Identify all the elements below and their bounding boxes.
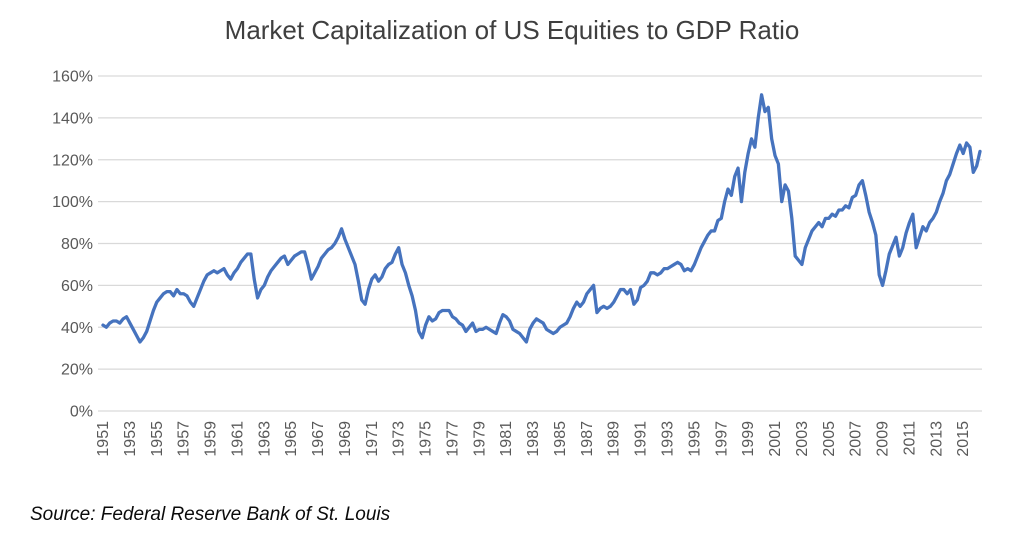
x-axis-tick-label: 2005 xyxy=(821,421,838,457)
y-axis-tick-label: 140% xyxy=(52,110,93,127)
x-axis-tick-label: 2007 xyxy=(848,421,865,457)
x-axis-tick-label: 2013 xyxy=(928,421,945,457)
y-axis-tick-label: 40% xyxy=(61,320,93,337)
y-axis-tick-label: 80% xyxy=(61,236,93,253)
x-axis-tick-label: 2003 xyxy=(794,421,811,457)
data-series-line xyxy=(101,93,982,344)
x-axis-tick-label: 1983 xyxy=(525,421,542,457)
x-axis-tick-label: 1999 xyxy=(740,421,757,457)
x-axis-tick-label: 1953 xyxy=(122,421,139,457)
x-axis-tick-label: 1957 xyxy=(176,421,193,457)
x-axis-tick-label: 2011 xyxy=(901,421,918,456)
x-axis-tick-label: 1967 xyxy=(310,421,327,457)
x-axis-tick-label: 1961 xyxy=(229,421,246,457)
x-axis-tick-label: 2009 xyxy=(875,421,892,457)
x-axis-tick-label: 2015 xyxy=(955,421,972,457)
x-axis-tick-label: 1979 xyxy=(471,421,488,457)
x-axis-tick-label: 1963 xyxy=(256,421,273,457)
x-axis-tick-label: 1969 xyxy=(337,421,354,457)
y-axis-tick-label: 20% xyxy=(61,362,93,379)
x-axis-tick-label: 1997 xyxy=(713,421,730,457)
y-axis-tick-label: 60% xyxy=(61,278,93,295)
chart-title: Market Capitalization of US Equities to … xyxy=(224,15,800,45)
y-axis-tick-label: 120% xyxy=(52,152,93,169)
y-axis-tick-label: 160% xyxy=(52,69,93,86)
x-axis-tick-label: 1987 xyxy=(579,421,596,457)
x-axis-tick-label: 1995 xyxy=(686,421,703,457)
x-axis-tick-label: 2001 xyxy=(767,421,784,457)
x-axis-tick-label: 1991 xyxy=(633,421,650,457)
x-axis-tick-label: 1989 xyxy=(606,421,623,457)
x-axis-tick-label: 1959 xyxy=(203,421,220,457)
source-caption: Source: Federal Reserve Bank of St. Loui… xyxy=(30,504,391,525)
x-axis-tick-label: 1993 xyxy=(660,421,677,457)
x-axis-tick-label: 1955 xyxy=(149,421,166,457)
x-axis-tick-label: 1981 xyxy=(498,421,515,457)
y-axis-tick-label: 100% xyxy=(52,194,93,211)
x-axis-tick-label: 1973 xyxy=(391,421,408,457)
x-axis-tick-label: 1951 xyxy=(95,421,112,457)
y-axis-tick-label: 0% xyxy=(70,404,93,421)
x-axis-tick-label: 1965 xyxy=(283,421,300,457)
x-axis-tick-label: 1975 xyxy=(418,421,435,457)
x-axis-tick-label: 1971 xyxy=(364,421,381,457)
x-axis-tick-label: 1977 xyxy=(444,421,461,457)
x-axis-tick-label: 1985 xyxy=(552,421,569,457)
